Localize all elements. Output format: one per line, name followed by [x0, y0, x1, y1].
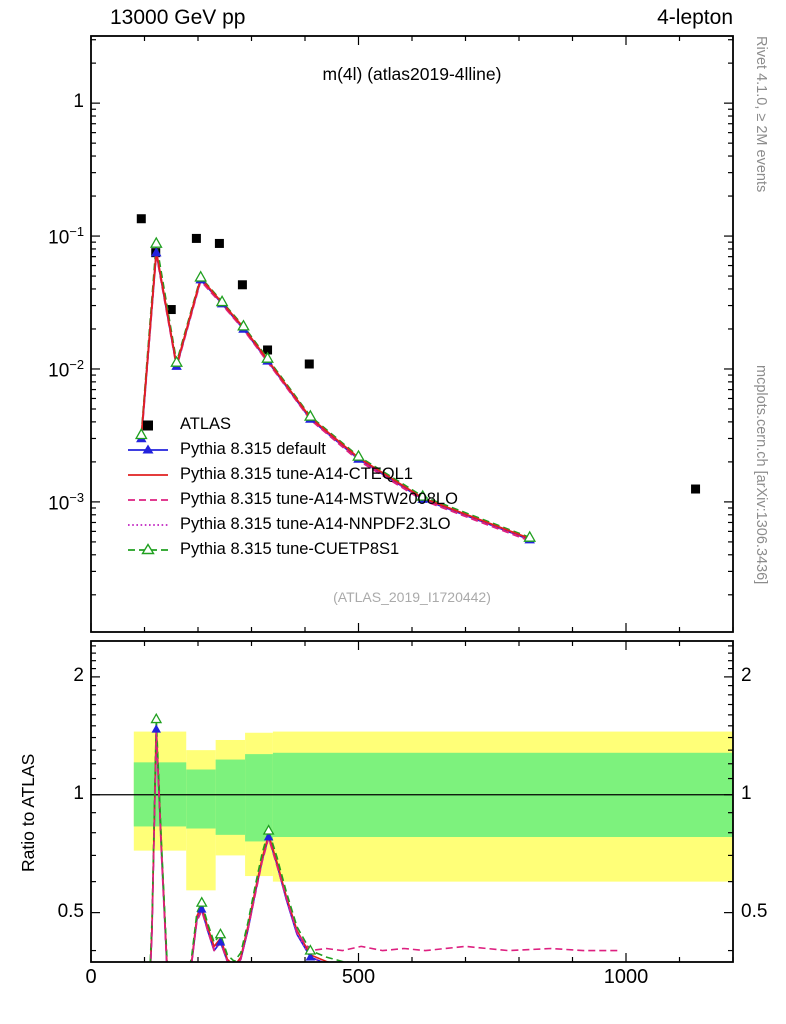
atlas-data-point [136, 214, 146, 224]
x-tick-label: 500 [341, 966, 376, 988]
y-tick-label: 1 [73, 91, 84, 113]
legend-item: Pythia 8.315 tune-A14-MSTW2008LO [126, 487, 458, 512]
series-marker [195, 896, 208, 907]
legend-marker-icon [128, 473, 168, 476]
ratio-y-axis-label: Ratio to ATLAS [18, 753, 38, 872]
atlas-data-point [214, 238, 224, 248]
legend-marker-icon [143, 420, 153, 430]
ratio-series-group [149, 712, 621, 962]
legend-marker-icon [128, 498, 168, 501]
ratio-tick-label-left: 2 [73, 664, 84, 686]
series-marker [196, 904, 207, 913]
main-panel-frame [90, 35, 734, 633]
main-series-group [134, 214, 701, 544]
ratio-tick-label-right: 1 [741, 782, 752, 804]
atlas-data-point [237, 280, 247, 290]
atlas-data-point [191, 233, 201, 243]
series-marker [262, 824, 275, 835]
legend-label: Pythia 8.315 tune-A14-NNPDF2.3LO [180, 515, 451, 533]
legend-item: Pythia 8.315 tune-A14-CTEQL1 [126, 462, 458, 487]
legend-item: ATLAS [126, 412, 458, 437]
legend: ATLAS Pythia 8.315 default Pythia 8.315 tu… [126, 412, 458, 562]
ratio-series-line [149, 730, 621, 962]
atlas-data-point [691, 484, 701, 494]
legend-marker-icon [128, 523, 168, 526]
ratio-series-line [149, 725, 332, 962]
legend-label: Pythia 8.315 default [180, 440, 326, 458]
analysis-id-watermark: (ATLAS_2019_I1720442) [333, 589, 491, 605]
atlas-data-point [304, 359, 314, 369]
legend-label: Pythia 8.315 tune-A14-CTEQL1 [180, 465, 413, 483]
legend-item: Pythia 8.315 tune-A14-NNPDF2.3LO [126, 512, 458, 537]
series-marker [261, 351, 274, 363]
ratio-series-line [149, 718, 354, 962]
x-tick-label: 1000 [603, 966, 649, 988]
ratio-tick-label-right: 2 [741, 664, 752, 686]
process-label: 4-lepton [657, 6, 733, 29]
series-marker [149, 236, 163, 248]
uncertainty-bands [133, 731, 733, 891]
series-marker [150, 712, 163, 724]
rivet-version-watermark: Rivet 4.1.0, ≥ 2M events [753, 36, 769, 193]
legend-item: Pythia 8.315 default [126, 437, 458, 462]
series-marker [304, 409, 317, 421]
series-marker [215, 295, 229, 307]
atlas-data-point [263, 345, 273, 355]
atlas-data-point [166, 305, 176, 315]
series-marker [305, 952, 316, 961]
series-marker [263, 832, 274, 841]
series-marker [304, 944, 317, 955]
y-tick-label: 10−2 [48, 356, 84, 382]
y-tick-label: 10−1 [48, 224, 84, 249]
series-marker [523, 530, 537, 542]
ratio-tick-label-right: 0.5 [741, 900, 768, 922]
beam-energy-label: 13000 GeV pp [110, 6, 246, 29]
x-tick-label: 0 [85, 966, 97, 988]
series-marker [215, 937, 226, 946]
ratio-panel-frame [90, 640, 734, 963]
series-marker [237, 319, 250, 331]
series-marker [151, 247, 162, 257]
legend-marker-icon [128, 542, 168, 554]
series-marker [151, 724, 162, 733]
series-marker [134, 427, 148, 440]
series-marker [214, 928, 227, 939]
series-marker [416, 489, 430, 501]
plot-title: m(4l) (atlas2019-4lline) [322, 64, 502, 84]
green-band-segment [215, 759, 246, 835]
legend-label: ATLAS [180, 415, 232, 433]
series-marker [352, 449, 365, 461]
legend-label: Pythia 8.315 tune-CUETP8S1 [180, 540, 400, 558]
ratio-tick-label-left: 1 [73, 782, 84, 804]
ratio-tick-label-left: 0.5 [57, 900, 84, 922]
series-marker [170, 355, 183, 367]
legend-item: Pythia 8.315 tune-CUETP8S1 [126, 537, 458, 562]
legend-marker-icon [128, 444, 168, 453]
green-band-segment [186, 769, 216, 829]
y-tick-label: 10−3 [48, 489, 84, 515]
mcplots-watermark: mcplots.cern.ch [arXiv:1306.3436] [753, 365, 769, 585]
series-marker [194, 270, 208, 282]
legend-label: Pythia 8.315 tune-A14-MSTW2008LO [180, 490, 458, 508]
